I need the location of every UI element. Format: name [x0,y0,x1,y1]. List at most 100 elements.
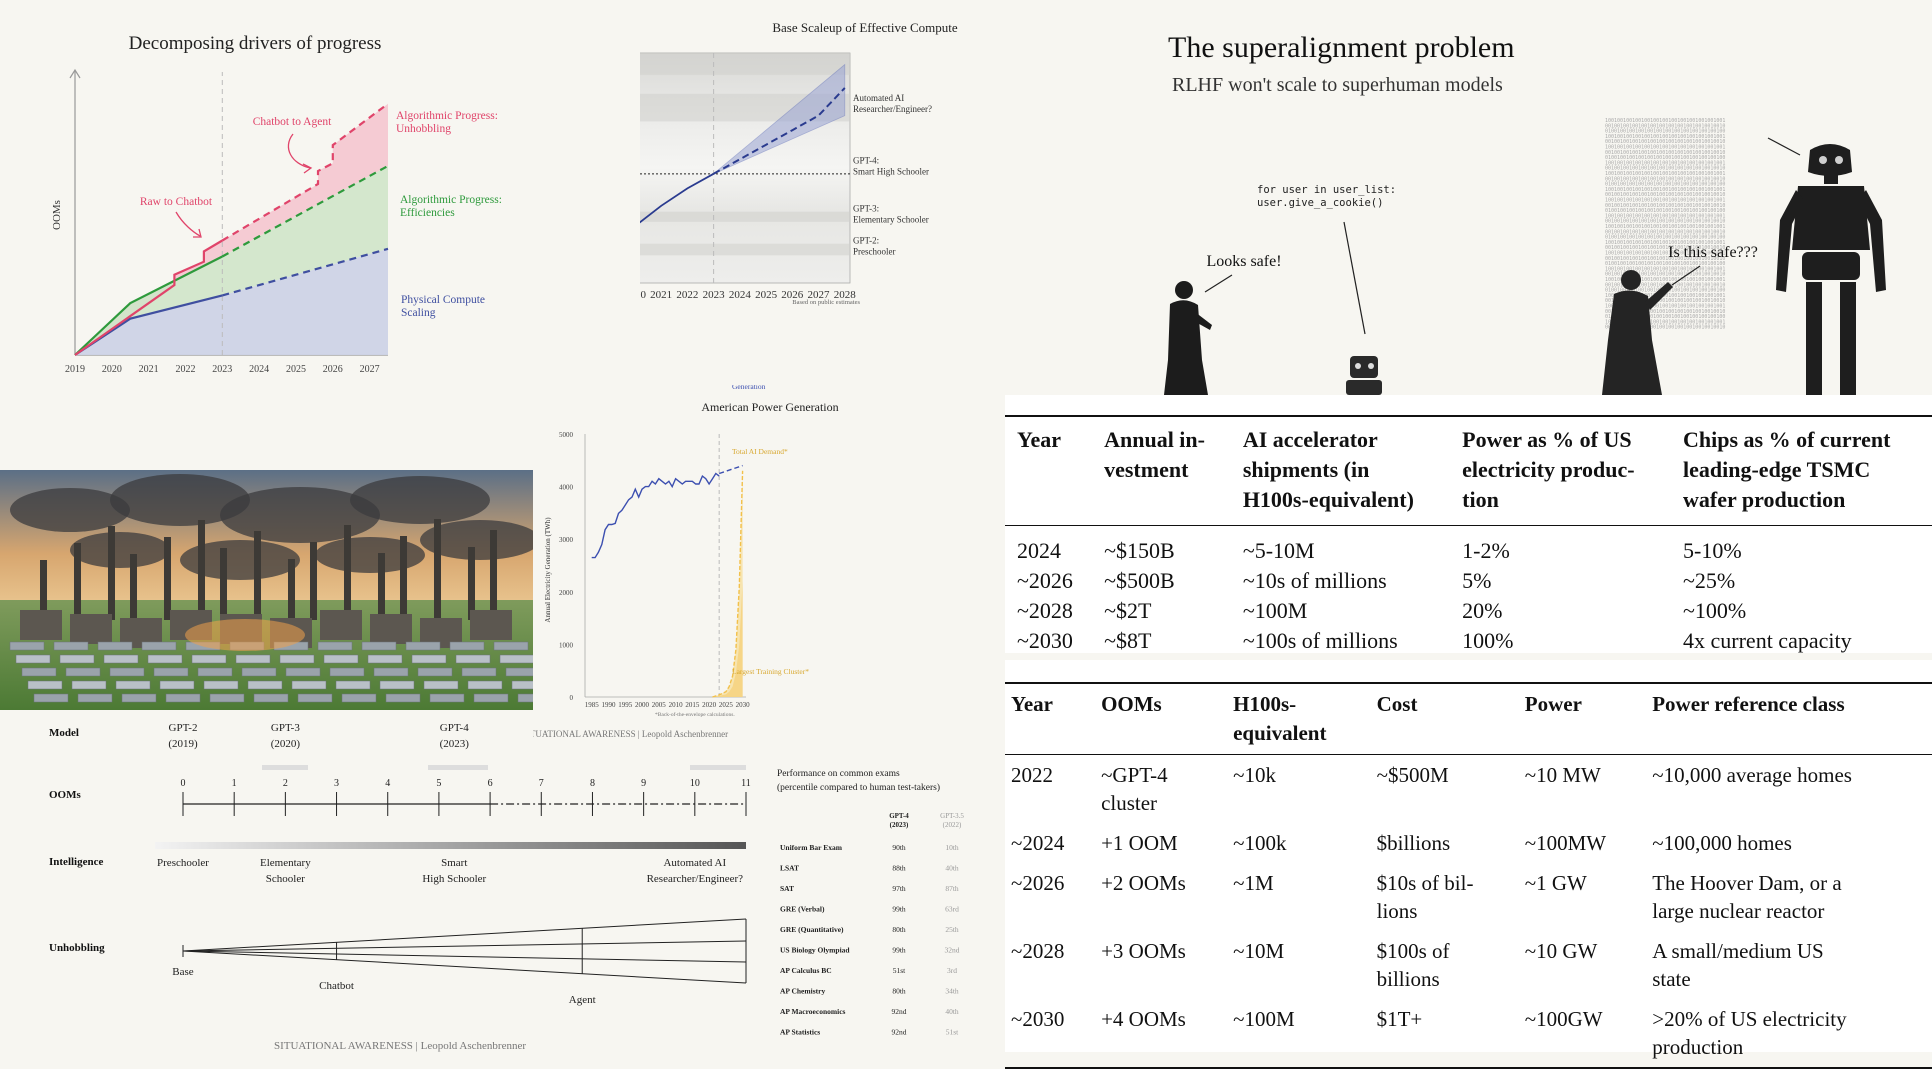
investment-table-cell: ~100% [1671,596,1932,626]
ai-demand-label: Total AI Demand* [732,447,788,456]
chimney [434,519,441,620]
robot-eye [1368,363,1374,369]
cluster-cell-text: $10s of bil- [1376,871,1474,895]
investment-header-line: shipments (in [1242,457,1370,482]
glow [185,619,305,651]
x-tick-label: 2025 [755,289,778,301]
smoke-cloud [180,540,300,580]
investment-table-cell: ~$2T [1092,596,1231,626]
x-tick-label: 2010 [669,701,684,709]
investment-table-cell: ~2030 [1005,626,1092,665]
investment-header-line: tion [1462,487,1499,512]
cluster-cell-text: ~10,000 average homes [1652,763,1852,787]
x-tick-label: 2015 [685,701,700,709]
y-tick-label: 0 [570,694,574,702]
cluster-cell-text: ~1M [1233,871,1274,895]
y-axis-label: Annual Electricity Generation (TWh) [544,517,552,623]
code-line: user.give_a_cookie() [1257,197,1383,209]
y-axis-arrow [69,68,81,79]
matrix-row: 0010010010010010010010010010010010010010 [1605,123,1725,129]
investment-table-cell: ~2026 [1005,566,1092,596]
investment-table-cell: 100% [1450,626,1671,665]
total-generation-line [591,472,720,559]
cluster-cell-text: ~2024 [1011,831,1065,855]
server-rack [153,667,189,677]
investment-header-line: Chips as % of current [1683,427,1891,452]
server-rack [329,667,365,677]
investment-cell-text: 2024 [1017,538,1061,563]
row-label: Model [49,727,79,739]
chart-title: American Power Generation [701,400,838,414]
drivers-chart-panel: Decomposing drivers of progress OOMs 2019 2… [0,0,640,470]
cluster-cell-text: +2 OOMs [1101,871,1186,895]
model-year: (2020) [271,738,301,750]
chimney [40,560,47,620]
exam-gpt35: 32nd [945,946,960,955]
chimney [490,530,497,620]
y-tick-label: 1000 [559,641,574,649]
investment-table-panel: Year Annual in-vestment AI accelerator ship… [1005,395,1932,666]
cluster-cell-text: A small/medium US [1652,939,1824,963]
cluster-table-cell: $10s of bil-lions [1371,863,1519,931]
robot-body [1346,380,1382,395]
ooms-diagram: Model OOMs Intelligence Unhobbling GPT-2 (201… [49,722,751,1052]
investment-table-cell: ~5-10M [1231,526,1450,567]
cluster-table-row: 2022 ~GPT-4 cluster ~10k ~$500M ~10 MW ~10,000… [1005,755,1932,824]
exam-gpt4: 97th [892,884,906,893]
training-cluster-area [712,581,743,697]
shade-bar [690,765,746,770]
x-tick-label: 2023 [703,289,726,301]
intelligence-level: Schooler [266,873,305,885]
investment-table-cell: ~100s of millions [1231,626,1450,665]
cluster-table-row: ~2030 +4 OOMs ~100M $1T+ ~100GW >20% of US el… [1005,999,1932,1068]
factory-building [320,610,362,640]
x-tick-label: 2021 [139,364,159,375]
server-rack [165,693,201,703]
server-rack [103,654,139,664]
server-rack [115,680,151,690]
head [1175,281,1193,299]
robot-eye [1355,363,1361,369]
server-rack [15,654,51,664]
matrix-row: 0010010010010010010010010010010010010010 [1605,298,1725,304]
cluster-table-cell: ~1 GW [1519,863,1646,931]
matrix-row: 0010010010010010010010010010010010010010 [1605,203,1725,209]
credit: SITUATIONAL AWARENESS | Leopold Aschenbr… [274,1040,526,1052]
large-robot [1776,144,1886,395]
cluster-cell-text: ~100M [1233,1007,1295,1031]
investment-header-cell: Year [1005,416,1093,526]
factory-building [370,614,412,644]
exam-name: AP Calculus BC [780,966,832,975]
row-label: Intelligence [49,856,103,868]
server-rack [203,680,239,690]
matrix-row: 1001001001001001001001001001001001001001 [1605,213,1725,219]
server-rack [423,680,459,690]
server-rack [323,654,359,664]
cluster-table-cell: 2022 [1005,755,1095,824]
factory-illustration [0,470,533,710]
cluster-table-header: Year OOMs H100s-equivalent Cost Power Power r… [1005,683,1932,755]
smoke-cloud [420,520,533,560]
investment-cell-text: ~$500B [1104,568,1175,593]
cluster-header-cell: Power reference class [1646,683,1932,755]
chimney [130,554,137,620]
superalignment-illustration: The superalignment problem RLHF won't sca… [1164,31,1886,395]
ai-demand-line [712,470,744,698]
cluster-table-cell: ~10 MW [1519,755,1646,824]
server-rack [335,680,371,690]
chimney [164,537,171,620]
investment-cell-text: ~10s of millions [1242,568,1387,593]
server-rack [97,641,133,651]
server-rack [517,693,533,703]
exam-gpt35: 3rd [947,966,957,975]
investment-table-cell: 2024 [1005,526,1092,567]
investment-table-cell: ~100M [1231,596,1450,626]
server-rack [247,680,283,690]
cluster-table-cell: ~10M [1227,931,1371,999]
person-silhouette [1164,281,1212,395]
server-rack [9,641,45,651]
server-rack [235,654,271,664]
server-rack [373,667,409,677]
cluster-table-cell: ~2028 [1005,931,1095,999]
body [1602,290,1662,395]
